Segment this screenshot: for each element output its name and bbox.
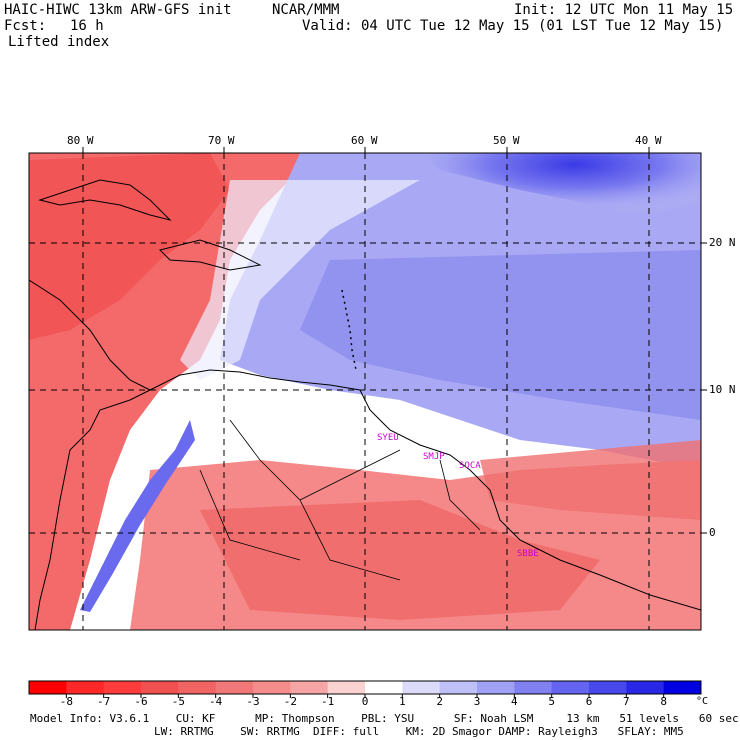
colorbar-box bbox=[477, 681, 515, 694]
lifted-index-map bbox=[28, 147, 707, 631]
colorbar-tick-label: 4 bbox=[511, 695, 518, 708]
stable-region-core bbox=[420, 153, 701, 230]
colorbar-box bbox=[141, 681, 179, 694]
forecast-label: Fcst: bbox=[4, 18, 47, 34]
model-info-line2: LW: RRTMG SW: RRTMG DIFF: full KM: 2D Sm… bbox=[154, 725, 684, 738]
unstable-region-west-inner bbox=[29, 153, 230, 340]
model-info-line1: Model Info: V3.6.1 CU: KF MP: Thompson P… bbox=[30, 712, 739, 725]
colorbar-tick-label: -1 bbox=[321, 695, 335, 708]
colorbar-box bbox=[551, 681, 590, 694]
lon-label-50w: 50 W bbox=[493, 134, 520, 147]
coastline-cuba bbox=[38, 179, 172, 221]
graticule bbox=[29, 153, 701, 630]
tick-marks bbox=[82, 147, 707, 534]
lat-label-0: 0 bbox=[709, 526, 716, 539]
colorbar-tick-label: 0 bbox=[361, 695, 369, 708]
colorbar-box bbox=[178, 681, 217, 694]
lon-label-70w: 70 W bbox=[208, 134, 235, 147]
colorbar-box bbox=[103, 681, 142, 694]
neutral-band bbox=[180, 180, 420, 380]
colorbar-box bbox=[439, 681, 478, 694]
colorbar-box bbox=[66, 681, 105, 694]
colorbar-box bbox=[253, 681, 291, 694]
station-soca: SOCA bbox=[459, 461, 481, 471]
colorbar-tick-label: -6 bbox=[134, 695, 148, 708]
station-sbbe: SBBE bbox=[517, 549, 539, 559]
colorbar-box bbox=[663, 681, 702, 694]
colorbar-box bbox=[215, 681, 254, 694]
colorbar-tick-label: -2 bbox=[283, 695, 297, 708]
colorbar-tick-label: -7 bbox=[97, 695, 111, 708]
lesser-antilles bbox=[341, 289, 357, 371]
colorbar-tick-label: -4 bbox=[209, 695, 223, 708]
init-time: Init: 12 UTC Mon 11 May 15 bbox=[514, 2, 734, 18]
valid-time: Valid: 04 UTC Tue 12 May 15 (01 LST Tue … bbox=[302, 18, 724, 34]
colorbar-box bbox=[626, 681, 665, 694]
colorbar-tick-label: 1 bbox=[399, 695, 406, 708]
colorbar-tick-label: 2 bbox=[436, 695, 443, 708]
colorbar-box bbox=[402, 681, 441, 694]
colorbar-box bbox=[365, 681, 403, 694]
colorbar-tick-label: 7 bbox=[623, 695, 630, 708]
coastline-south-america bbox=[149, 369, 701, 611]
colorbar-tick-label: -3 bbox=[246, 695, 260, 708]
stable-region-mid bbox=[300, 250, 701, 420]
lat-label-20n: 20 N bbox=[709, 236, 736, 249]
station-syeu: SYEU bbox=[377, 433, 399, 443]
colorbar-tick-label: -8 bbox=[59, 695, 73, 708]
station-smjp: SMJP bbox=[423, 452, 445, 462]
coastline-hispaniola bbox=[159, 239, 262, 271]
lon-label-80w: 80 W bbox=[67, 134, 94, 147]
unstable-region-east bbox=[480, 440, 701, 520]
colorbar-box bbox=[327, 681, 366, 694]
country-borders bbox=[199, 419, 481, 581]
lon-label-60w: 60 W bbox=[351, 134, 378, 147]
colorbar-box bbox=[29, 681, 67, 694]
colorbar-tick-label: -5 bbox=[171, 695, 185, 708]
lat-label-10n: 10 N bbox=[709, 383, 736, 396]
coastline-central-america bbox=[29, 279, 151, 391]
unstable-region-south-core bbox=[200, 500, 600, 620]
colorbar-unit: °C bbox=[696, 696, 709, 707]
colorbar-tick-label: 3 bbox=[473, 695, 481, 708]
lon-label-40w: 40 W bbox=[635, 134, 662, 147]
model-title: HAIC-HIWC 13km ARW-GFS init bbox=[4, 2, 232, 18]
colorbar-box bbox=[514, 681, 553, 694]
coastline-pacific bbox=[34, 389, 151, 630]
org-label: NCAR/MMM bbox=[272, 2, 340, 18]
field-name: Lifted index bbox=[8, 34, 110, 50]
colorbar-tick-label: 8 bbox=[660, 695, 667, 708]
andes-stable-streak bbox=[80, 420, 195, 612]
colorbar-tick-label: 6 bbox=[585, 695, 593, 708]
colorbar-box bbox=[589, 681, 627, 694]
colorbar-tick-label: 5 bbox=[548, 695, 555, 708]
forecast-hour: 16 h bbox=[70, 18, 104, 34]
colorbar-box bbox=[290, 681, 329, 694]
